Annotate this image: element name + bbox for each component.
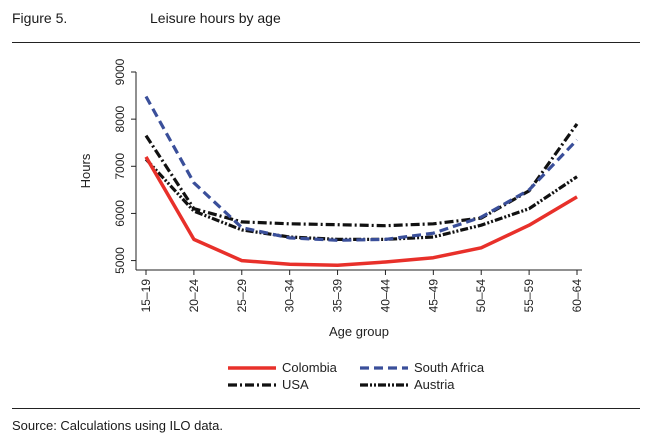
x-tick-label: 60–64 xyxy=(570,279,584,313)
y-axis-title: Hours xyxy=(78,153,93,188)
bottom-rule xyxy=(12,408,640,409)
x-tick-label: 40–44 xyxy=(378,279,392,313)
y-tick-label: 9000 xyxy=(113,58,127,85)
legend-label-usa: USA xyxy=(282,377,309,392)
figure-title: Leisure hours by age xyxy=(150,10,281,26)
x-tick-label: 35–39 xyxy=(331,279,345,313)
series-line-south-africa xyxy=(144,95,579,242)
x-tick-label: 50–54 xyxy=(474,279,488,313)
series-line-colombia xyxy=(144,156,578,268)
legend: Colombia South Africa USA Austria xyxy=(228,360,485,392)
source-note: Source: Calculations using ILO data. xyxy=(12,418,224,433)
y-tick-label: 8000 xyxy=(113,105,127,132)
x-axis-title: Age group xyxy=(329,324,389,339)
legend-label-austria: Austria xyxy=(414,377,455,392)
axes: 5000 6000 7000 8000 9000 Hours 15–19 20–24 25–29… xyxy=(78,58,584,339)
x-tick-label: 15–19 xyxy=(139,279,153,313)
x-tick-label: 55–59 xyxy=(522,279,536,313)
x-tick-label: 45–49 xyxy=(426,279,440,313)
legend-label-south-africa: South Africa xyxy=(414,360,485,375)
y-tick-label: 5000 xyxy=(113,247,127,274)
series-layer xyxy=(144,95,579,268)
x-tick-label: 25–29 xyxy=(235,279,249,313)
figure-label: Figure 5. xyxy=(12,10,68,26)
legend-label-colombia: Colombia xyxy=(282,360,338,375)
y-tick-label: 6000 xyxy=(113,200,127,227)
y-tick-label: 7000 xyxy=(113,153,127,180)
top-rule xyxy=(12,42,640,43)
series-line-austria xyxy=(144,158,578,241)
x-tick-label: 30–34 xyxy=(283,279,297,313)
series-line-usa xyxy=(144,122,579,228)
line-chart: 5000 6000 7000 8000 9000 Hours 15–19 20–24 25–29… xyxy=(78,58,584,392)
x-tick-label: 20–24 xyxy=(187,279,201,313)
